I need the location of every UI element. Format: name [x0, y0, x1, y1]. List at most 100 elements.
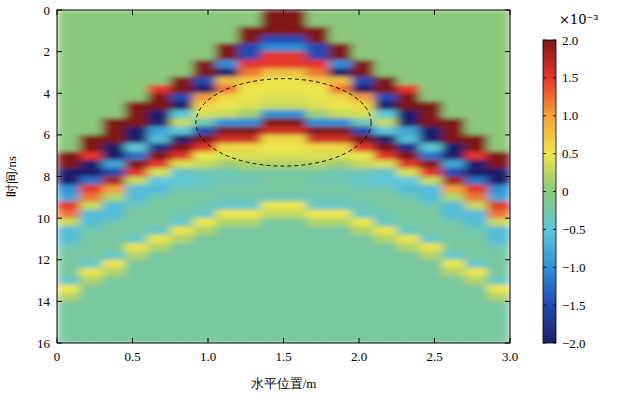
heat-cell: [57, 135, 80, 144]
heat-cell: [442, 127, 465, 136]
colorbar-tick-left: [543, 153, 546, 154]
heat-cell: [419, 268, 442, 277]
y-tick-label: 0: [44, 3, 51, 18]
heat-cell: [419, 218, 442, 227]
heat-cell: [261, 218, 284, 227]
chart: 00.51.01.52.02.53.00246810121416水平位置/m时间…: [0, 0, 619, 399]
heat-cell: [465, 35, 488, 44]
colorbar-tick: [553, 115, 556, 116]
heat-cell: [193, 210, 216, 219]
heat-cell: [148, 52, 171, 61]
heat-cell: [170, 27, 193, 36]
heat-cell: [419, 260, 442, 269]
y-tick-right: [505, 259, 510, 260]
heat-cell: [397, 168, 420, 177]
heat-cell: [442, 226, 465, 235]
heat-cell: [216, 102, 239, 111]
heat-cell: [216, 177, 239, 186]
heat-cell: [284, 318, 307, 327]
heat-cell: [57, 60, 80, 69]
heat-cell: [193, 93, 216, 102]
heat-cell: [216, 118, 239, 127]
heat-cell: [487, 93, 510, 102]
heat-cell: [397, 18, 420, 27]
heat-cell: [465, 118, 488, 127]
heat-cell: [102, 185, 125, 194]
heat-cell: [374, 118, 397, 127]
y-tick: [57, 10, 62, 11]
heat-cell: [329, 243, 352, 252]
heat-cell: [238, 285, 261, 294]
heat-cell: [238, 35, 261, 44]
heat-cell: [374, 135, 397, 144]
heat-cell: [261, 326, 284, 335]
heat-cell: [125, 110, 148, 119]
heat-cell: [284, 268, 307, 277]
heat-cell: [216, 218, 239, 227]
heat-cell: [329, 226, 352, 235]
colorbar-tick: [553, 153, 556, 154]
heat-cell: [80, 127, 103, 136]
heat-cell: [261, 335, 284, 343]
heat-cell: [329, 193, 352, 202]
heat-cell: [442, 102, 465, 111]
heat-cell: [125, 168, 148, 177]
heat-cell: [238, 326, 261, 335]
heat-cell: [487, 110, 510, 119]
heat-cell: [397, 68, 420, 77]
heat-cell: [261, 260, 284, 269]
heat-cell: [148, 268, 171, 277]
heat-cell: [351, 68, 374, 77]
heat-cell: [329, 201, 352, 210]
heat-cell: [284, 168, 307, 177]
heat-cell: [351, 293, 374, 302]
heat-cell: [306, 326, 329, 335]
heat-cell: [102, 293, 125, 302]
heat-cell: [80, 251, 103, 260]
cells: [57, 10, 510, 343]
heat-cell: [487, 210, 510, 219]
heat-cell: [216, 35, 239, 44]
colorbar-tick: [553, 343, 556, 344]
heat-cell: [80, 243, 103, 252]
heat-cell: [419, 293, 442, 302]
heat-cell: [261, 293, 284, 302]
heat-cell: [238, 85, 261, 94]
heat-cell: [238, 226, 261, 235]
heat-cell: [216, 276, 239, 285]
x-tick: [208, 338, 209, 343]
heat-cell: [102, 135, 125, 144]
heat-cell: [465, 177, 488, 186]
heat-cell: [306, 68, 329, 77]
heat-cell: [465, 10, 488, 19]
heat-cell: [442, 285, 465, 294]
heat-cell: [216, 110, 239, 119]
heat-cell: [397, 318, 420, 327]
heat-cell: [238, 68, 261, 77]
heat-cell: [80, 102, 103, 111]
heat-cell: [465, 251, 488, 260]
heat-cell: [193, 276, 216, 285]
heat-cell: [102, 201, 125, 210]
heat-cell: [102, 243, 125, 252]
heat-cell: [284, 243, 307, 252]
heat-cell: [238, 60, 261, 69]
heat-cell: [170, 18, 193, 27]
heat-cell: [329, 110, 352, 119]
heat-cell: [442, 18, 465, 27]
x-tick-label: 1.0: [200, 349, 216, 364]
heat-cell: [487, 226, 510, 235]
heat-cell: [238, 177, 261, 186]
heat-cell: [102, 102, 125, 111]
heat-cell: [170, 102, 193, 111]
heat-cell: [216, 127, 239, 136]
heat-cell: [306, 235, 329, 244]
heat-cell: [170, 235, 193, 244]
heat-cell: [284, 43, 307, 52]
heat-cell: [374, 310, 397, 319]
heat-cell: [193, 110, 216, 119]
heat-cell: [193, 201, 216, 210]
heat-cell: [419, 102, 442, 111]
heat-cell: [487, 318, 510, 327]
heat-cell: [351, 27, 374, 36]
